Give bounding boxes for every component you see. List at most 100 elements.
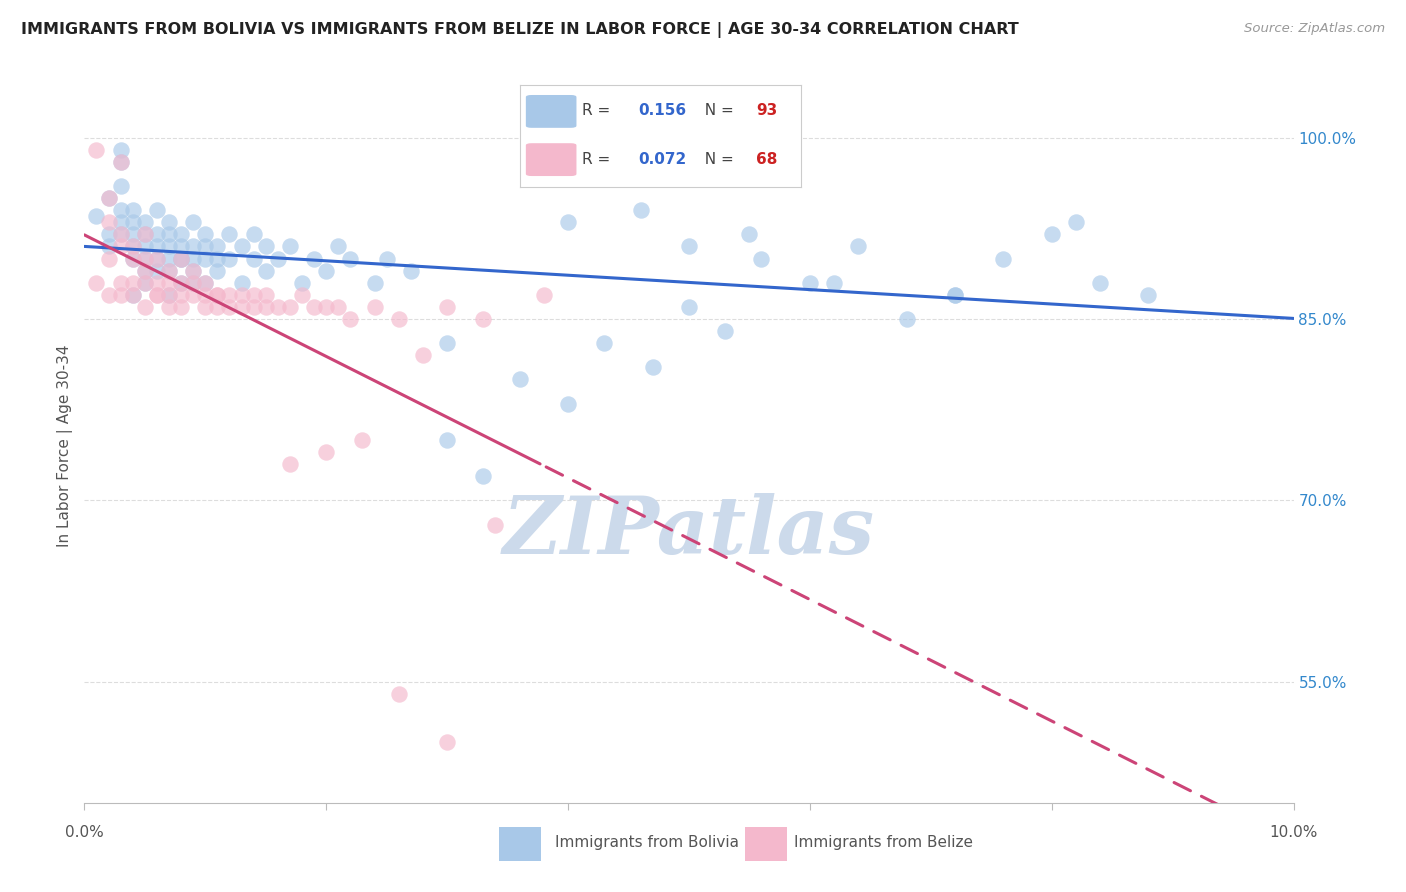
Text: 0.156: 0.156 [638,103,686,119]
Point [134,227,156,242]
Point [231,288,253,302]
Point [194,276,217,290]
Point [436,336,458,351]
Point [291,288,314,302]
Point [267,300,290,314]
Point [110,227,132,242]
Point [231,300,253,314]
Point [1040,227,1063,242]
Point [207,288,229,302]
Point [157,252,180,266]
Point [146,239,169,253]
Point [315,263,337,277]
Point [533,288,555,302]
Point [146,203,169,218]
Y-axis label: In Labor Force | Age 30-34: In Labor Force | Age 30-34 [58,344,73,548]
Point [97,191,120,205]
Point [181,288,204,302]
Point [218,288,240,302]
Point [436,433,458,447]
Point [121,239,143,253]
Point [339,312,361,326]
Point [218,300,240,314]
Point [157,239,180,253]
Point [557,397,579,411]
Point [157,288,180,302]
Point [157,227,180,242]
Point [121,288,143,302]
Text: 93: 93 [756,103,778,119]
Point [231,276,253,290]
Point [97,191,120,205]
Point [170,227,193,242]
Point [110,154,132,169]
Point [97,252,120,266]
Point [799,276,821,290]
Point [278,239,301,253]
Point [678,300,700,314]
Point [181,276,204,290]
Point [181,239,204,253]
FancyBboxPatch shape [526,144,576,176]
Point [846,239,869,253]
Point [242,300,264,314]
Point [134,252,156,266]
Point [557,215,579,229]
Point [194,276,217,290]
Point [194,288,217,302]
Point [110,288,132,302]
Point [157,288,180,302]
Point [97,239,120,253]
Point [436,300,458,314]
Point [121,288,143,302]
Point [134,263,156,277]
Point [375,252,398,266]
Point [207,252,229,266]
Point [472,312,495,326]
Point [146,288,169,302]
Point [157,263,180,277]
Point [315,445,337,459]
Point [134,276,156,290]
Point [110,239,132,253]
Point [207,300,229,314]
Point [134,239,156,253]
Point [242,227,264,242]
Point [738,227,761,242]
Point [194,239,217,253]
Text: 0.0%: 0.0% [65,825,104,840]
Point [97,227,120,242]
Point [110,215,132,229]
Point [302,252,325,266]
Point [509,372,531,386]
Text: ZIPatlas: ZIPatlas [503,493,875,570]
Point [207,263,229,277]
Point [170,252,193,266]
Point [170,252,193,266]
Point [157,276,180,290]
Point [157,215,180,229]
FancyBboxPatch shape [526,95,576,128]
Point [678,239,700,253]
Point [328,300,350,314]
Point [352,433,374,447]
Point [170,276,193,290]
Point [363,300,385,314]
Point [993,252,1015,266]
Point [641,360,664,375]
Point [254,263,277,277]
Point [121,252,143,266]
Point [943,288,966,302]
Point [110,154,132,169]
Point [181,276,204,290]
Point [267,252,290,266]
Text: Immigrants from Bolivia: Immigrants from Bolivia [555,836,740,850]
Point [218,252,240,266]
Text: N =: N = [695,103,738,119]
Point [170,276,193,290]
Point [207,239,229,253]
Point [1088,276,1111,290]
Point [315,300,337,314]
Point [714,324,737,338]
Point [110,227,132,242]
